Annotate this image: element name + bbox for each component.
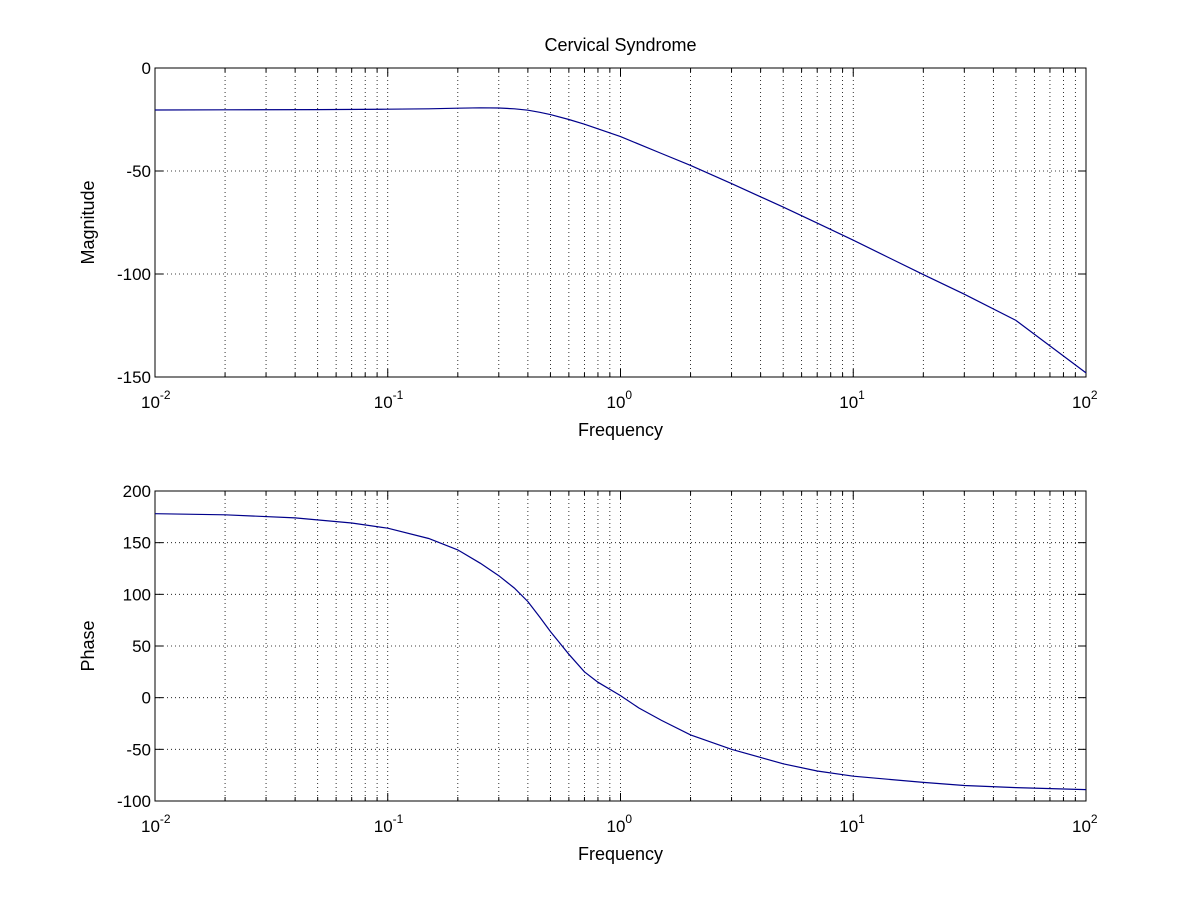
magnitude-x-tick-label: 10-2	[141, 388, 171, 412]
phase-y-tick-label: -100	[117, 792, 151, 811]
magnitude-y-tick-label: 0	[142, 59, 151, 78]
phase-y-axis-label: Phase	[78, 620, 98, 671]
phase-x-tick-label: 101	[839, 812, 865, 836]
magnitude-axes: -150 -100 -50 0 10-2 10-1 100 101 102 Cervical S…	[78, 35, 1098, 440]
phase-y-tick-label: 0	[142, 689, 151, 708]
phase-y-tick-label: -50	[126, 740, 151, 759]
magnitude-x-tick-label: 102	[1072, 388, 1098, 412]
phase-x-tick-label: 10-1	[374, 812, 404, 836]
magnitude-x-tick-label: 10-1	[374, 388, 404, 412]
chart-title: Cervical Syndrome	[544, 35, 696, 55]
phase-y-tick-label: 150	[123, 534, 151, 553]
magnitude-y-axis-label: Magnitude	[78, 180, 98, 264]
phase-series	[154, 513, 1087, 791]
magnitude-series-line	[154, 107, 1087, 374]
magnitude-x-tick-label: 101	[839, 388, 865, 412]
phase-x-tick-label: 100	[607, 812, 633, 836]
phase-y-tick-label: 100	[123, 585, 151, 604]
phase-series-line	[154, 513, 1087, 791]
phase-x-tick-label: 102	[1072, 812, 1098, 836]
magnitude-series	[154, 107, 1087, 374]
phase-y-tick-label: 200	[123, 482, 151, 501]
magnitude-x-axis-label: Frequency	[578, 420, 663, 440]
magnitude-x-tick-label: 100	[607, 388, 633, 412]
magnitude-y-tick-label: -100	[117, 265, 151, 284]
magnitude-y-tick-label: -50	[126, 162, 151, 181]
phase-ticks: -100 -50 0 50 100 150 200 10-2 10-1 100 101 102	[117, 482, 1098, 836]
phase-y-tick-label: 50	[132, 637, 151, 656]
magnitude-ticks: -150 -100 -50 0 10-2 10-1 100 101 102	[117, 59, 1098, 412]
magnitude-y-tick-label: -150	[117, 368, 151, 387]
phase-x-tick-label: 10-2	[141, 812, 171, 836]
phase-axes: -100 -50 0 50 100 150 200 10-2 10-1 100 101 102 Fre…	[78, 482, 1098, 864]
phase-x-axis-label: Frequency	[578, 844, 663, 864]
